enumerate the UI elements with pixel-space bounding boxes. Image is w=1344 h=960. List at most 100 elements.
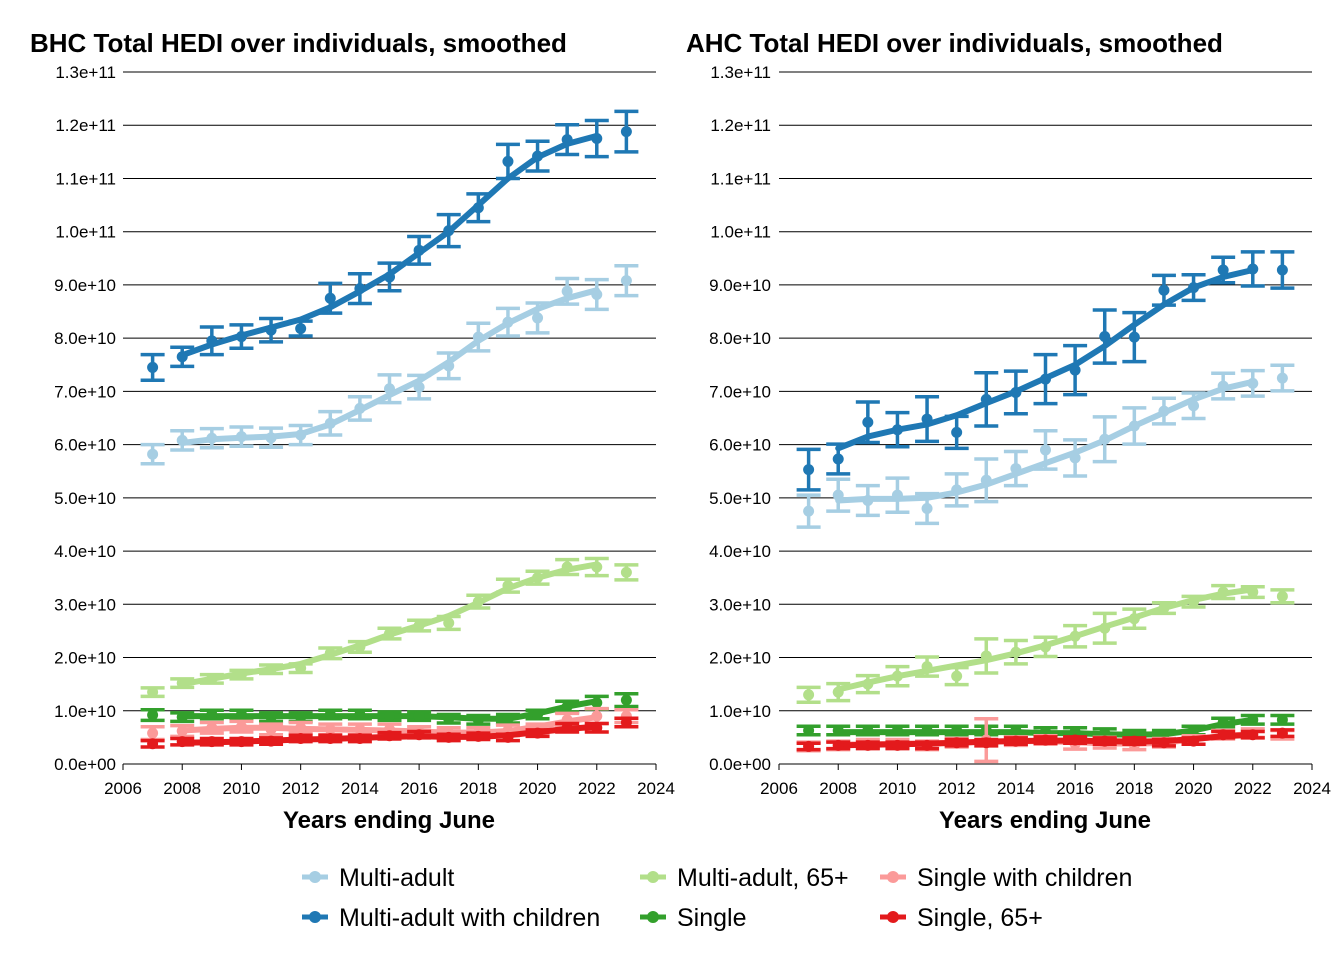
bhc-data-point — [620, 694, 632, 706]
ahc-data-point — [921, 724, 933, 736]
bhc-data-point — [413, 244, 425, 256]
bhc-data-point — [443, 731, 455, 743]
bhc-data-point — [384, 383, 395, 395]
bhc-data-point — [591, 697, 603, 709]
ahc-data-point — [980, 393, 992, 405]
ahc-data-point — [1069, 630, 1081, 642]
bhc-x-tick-label: 2024 — [637, 779, 675, 798]
bhc-x-tick-label: 2008 — [163, 779, 201, 798]
bhc-data-point — [354, 283, 366, 295]
ahc-series-0 — [796, 363, 1295, 529]
ahc-data-point — [1158, 737, 1170, 749]
ahc-data-point — [1276, 727, 1288, 739]
bhc-y-tick-label: 3.0e+10 — [54, 595, 116, 614]
bhc-data-point — [561, 722, 573, 734]
ahc-data-point — [1276, 372, 1288, 384]
bhc-y-tick-label: 6.0e+10 — [54, 436, 116, 455]
ahc-data-point — [1247, 586, 1259, 598]
bhc-data-point — [235, 331, 247, 343]
ahc-series-2 — [796, 583, 1295, 705]
bhc-y-tick-label: 2.0e+10 — [54, 649, 116, 668]
ahc-data-point — [921, 413, 933, 425]
bhc-series-1 — [140, 109, 639, 382]
ahc-data-point — [803, 464, 815, 476]
ahc-data-point — [951, 724, 963, 736]
ahc-data-point — [862, 416, 874, 428]
bhc-data-point — [502, 580, 514, 592]
ahc-y-tick-label: 4.0e+10 — [709, 542, 771, 561]
legend-item: Multi-adult, 65+ — [640, 864, 849, 892]
ahc-data-point — [1040, 734, 1051, 746]
bhc-y-tick-label: 1.0e+10 — [54, 702, 116, 721]
bhc-data-point — [413, 620, 425, 632]
bhc-data-point — [620, 716, 632, 728]
bhc-data-point — [206, 335, 218, 347]
ahc-data-point — [1188, 735, 1200, 747]
ahc-data-point — [832, 739, 844, 751]
ahc-data-point — [1217, 586, 1229, 598]
ahc-data-point — [1099, 622, 1111, 634]
bhc-y-tick-label: 0.0e+00 — [54, 755, 116, 774]
ahc-x-tick-label: 2020 — [1175, 779, 1213, 798]
bhc-data-point — [561, 701, 573, 713]
bhc-data-point — [620, 275, 632, 287]
bhc-data-point — [176, 351, 188, 363]
ahc-data-point — [862, 739, 874, 751]
bhc-data-point — [472, 596, 484, 608]
bhc-series-0 — [140, 264, 639, 466]
ahc-data-point — [1247, 714, 1259, 726]
ahc-data-point — [1188, 596, 1200, 608]
ahc-y-tick-label: 2.0e+10 — [709, 649, 771, 668]
bhc-data-point — [147, 738, 159, 750]
bhc-data-point — [235, 431, 247, 443]
ahc-data-point — [951, 484, 963, 496]
ahc-data-point — [1188, 724, 1200, 736]
ahc-data-point — [1069, 734, 1081, 746]
bhc-data-point — [295, 323, 307, 335]
bhc-data-point — [295, 662, 307, 674]
bhc-data-point — [206, 673, 218, 685]
bhc-data-point — [591, 289, 603, 301]
bhc-series-2 — [140, 556, 639, 699]
bhc-x-tick-label: 2018 — [459, 779, 497, 798]
bhc-data-point — [591, 710, 603, 722]
ahc-data-point — [1010, 386, 1022, 398]
bhc-data-point — [176, 736, 188, 748]
bhc-data-point — [295, 732, 307, 744]
bhc-data-point — [472, 331, 484, 343]
ahc-data-point — [1010, 646, 1022, 658]
ahc-data-point — [803, 724, 815, 736]
ahc-y-tick-label: 1.0e+11 — [710, 223, 771, 242]
ahc-x-tick-label: 2024 — [1293, 779, 1331, 798]
ahc-y-tick-label: 1.1e+11 — [710, 169, 771, 188]
legend-label: Single with children — [917, 864, 1132, 892]
ahc-data-point — [1217, 716, 1229, 728]
bhc-data-point — [176, 434, 188, 446]
bhc-x-tick-label: 2012 — [282, 779, 320, 798]
bhc-data-point — [235, 708, 247, 720]
bhc-y-tick-label: 9.0e+10 — [54, 276, 116, 295]
bhc-data-point — [443, 225, 455, 237]
legend-item: Multi-adult — [302, 864, 454, 892]
bhc-data-point — [354, 732, 366, 744]
legend-key-point — [887, 871, 899, 883]
bhc-data-point — [295, 711, 307, 723]
bhc-data-point — [147, 727, 159, 739]
ahc-data-point — [1158, 284, 1170, 296]
bhc-data-point — [413, 710, 425, 722]
bhc-data-point — [620, 126, 632, 138]
bhc-data-point — [384, 730, 395, 742]
bhc-x-tick-label: 2010 — [223, 779, 261, 798]
ahc-data-point — [951, 426, 963, 438]
ahc-data-point — [862, 495, 874, 507]
ahc-data-point — [951, 737, 963, 749]
bhc-x-axis-label: Years ending June — [283, 807, 495, 834]
bhc-data-point — [206, 736, 218, 748]
bhc-x-tick-label: 2006 — [104, 779, 142, 798]
legend-key-point — [309, 911, 321, 923]
ahc-y-tick-label: 1.2e+11 — [710, 116, 771, 135]
ahc-data-point — [1099, 735, 1111, 747]
legend-item: Single — [640, 904, 747, 932]
